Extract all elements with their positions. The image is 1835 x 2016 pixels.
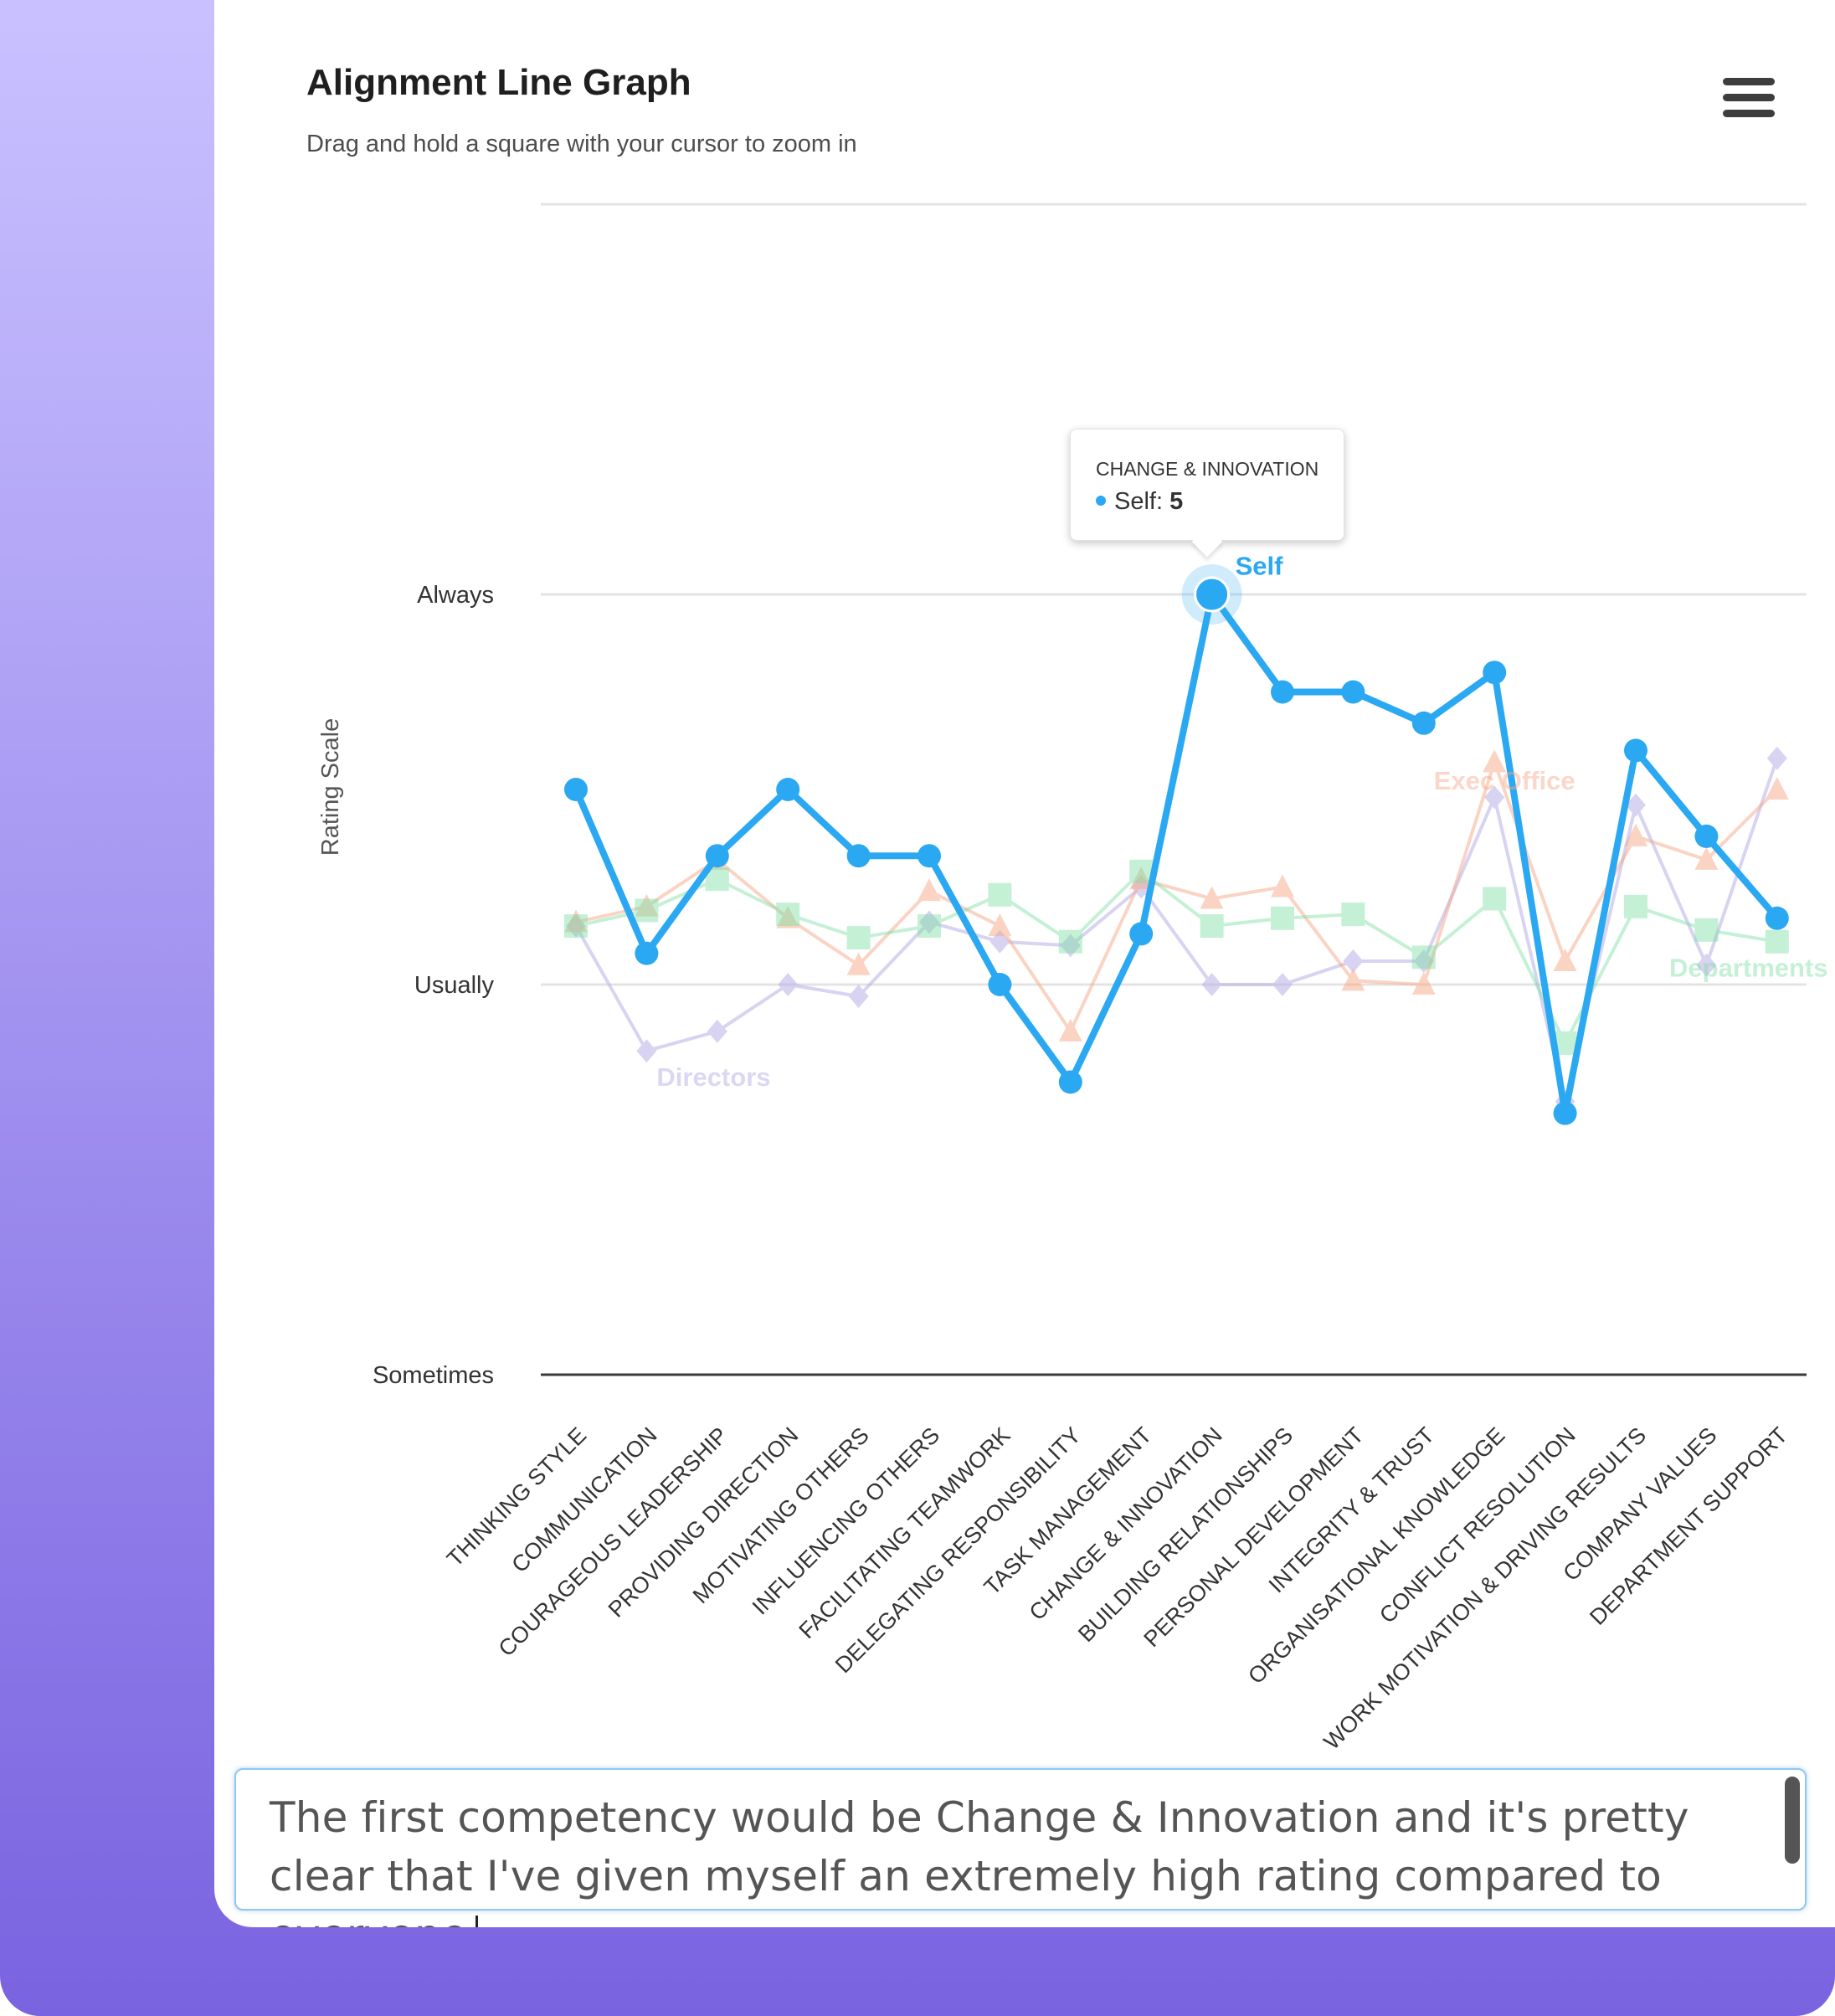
data-point[interactable] — [848, 984, 869, 1008]
data-point[interactable] — [1200, 914, 1224, 939]
data-point[interactable] — [1060, 933, 1081, 958]
series-dot-icon — [1096, 496, 1106, 507]
data-point[interactable] — [776, 778, 800, 801]
data-point[interactable] — [988, 973, 1012, 996]
data-point[interactable] — [1626, 793, 1646, 817]
chart-title: Alignment Line Graph — [306, 62, 691, 103]
data-point[interactable] — [1483, 661, 1507, 685]
data-point[interactable] — [1201, 973, 1222, 996]
highlighted-point[interactable] — [1194, 576, 1231, 613]
y-axis-title: Rating Scale — [317, 718, 344, 856]
data-point[interactable] — [1765, 906, 1789, 930]
data-point[interactable] — [846, 926, 871, 950]
data-point[interactable] — [1058, 929, 1082, 954]
series-line — [574, 758, 1779, 1103]
data-point[interactable] — [846, 952, 871, 975]
data-point[interactable] — [1272, 973, 1293, 996]
series-label: Self — [1236, 552, 1284, 581]
tooltip-category: CHANGE & INNOVATION — [1096, 458, 1319, 480]
data-point[interactable] — [776, 903, 800, 927]
data-point[interactable] — [1696, 953, 1717, 977]
data-point[interactable] — [1765, 777, 1789, 800]
y-tick-label: Usually — [414, 972, 495, 999]
data-point[interactable] — [1553, 949, 1577, 972]
data-point[interactable] — [636, 1039, 657, 1063]
data-tooltip: CHANGE & INNOVATION Self: 5 — [1070, 429, 1344, 558]
data-point[interactable] — [1058, 1070, 1082, 1094]
text-caret — [475, 1915, 478, 1927]
data-point[interactable] — [1624, 894, 1647, 918]
data-point[interactable] — [918, 914, 941, 939]
data-point[interactable] — [1058, 1018, 1082, 1041]
data-point[interactable] — [1129, 859, 1154, 883]
data-point[interactable] — [564, 914, 588, 939]
data-point[interactable] — [635, 893, 659, 917]
tooltip-row: Self: 5 — [1096, 488, 1183, 516]
data-point[interactable] — [564, 778, 588, 801]
data-point[interactable] — [988, 882, 1012, 907]
tooltip-series-label: Self: — [1114, 488, 1164, 515]
data-point[interactable] — [1341, 968, 1365, 991]
data-point[interactable] — [635, 898, 659, 923]
data-point[interactable] — [1765, 929, 1789, 954]
data-point[interactable] — [705, 844, 729, 868]
data-point[interactable] — [988, 913, 1012, 937]
series-line — [573, 591, 1780, 1117]
data-point[interactable] — [918, 878, 941, 902]
data-point[interactable] — [564, 909, 588, 933]
data-point[interactable] — [1483, 887, 1507, 911]
data-point[interactable] — [1341, 903, 1365, 927]
series-label: Departments — [1669, 954, 1828, 983]
data-point[interactable] — [1200, 886, 1224, 909]
data-point[interactable] — [1129, 867, 1154, 890]
x-tick-label: ORGANISATIONAL KNOWLEDGE — [1243, 1422, 1509, 1689]
series-exec-office — [564, 749, 1789, 1041]
data-point[interactable] — [1341, 680, 1365, 704]
data-point[interactable] — [918, 844, 941, 868]
x-tick-label: WORK MOTIVATION & DRIVING RESULTS — [1319, 1422, 1652, 1755]
y-tick-label: Sometimes — [373, 1362, 494, 1389]
chart-subtitle: Drag and hold a square with your cursor … — [306, 131, 857, 157]
data-point[interactable] — [1694, 824, 1719, 848]
data-point[interactable] — [1271, 680, 1294, 704]
data-point[interactable] — [919, 910, 939, 934]
data-point[interactable] — [1411, 972, 1436, 995]
data-point[interactable] — [1766, 746, 1787, 770]
textarea-content: The first competency would be Change & I… — [270, 1793, 1689, 1927]
data-point[interactable] — [1271, 906, 1294, 930]
data-point[interactable] — [1484, 785, 1505, 810]
data-point[interactable] — [1624, 823, 1647, 846]
data-point[interactable] — [776, 905, 800, 928]
data-point[interactable] — [1411, 945, 1436, 969]
data-point[interactable] — [1694, 918, 1719, 942]
narration-textarea[interactable]: The first competency would be Change & I… — [234, 1768, 1807, 1927]
textarea-scrollbar[interactable] — [1785, 1777, 1800, 1864]
data-point[interactable] — [1483, 749, 1507, 773]
data-point[interactable] — [1411, 711, 1436, 735]
series-label: Directors — [656, 1062, 770, 1092]
series-line — [575, 760, 1779, 1033]
data-point[interactable] — [1553, 1101, 1577, 1125]
tooltip-value: 5 — [1169, 488, 1184, 515]
data-point[interactable] — [1694, 846, 1719, 870]
data-point[interactable] — [778, 973, 799, 996]
data-point[interactable] — [1343, 949, 1364, 974]
series-self — [564, 583, 1789, 1125]
data-point[interactable] — [1271, 874, 1294, 897]
hamburger-menu-icon[interactable] — [1721, 75, 1776, 121]
data-point[interactable] — [1129, 922, 1154, 946]
data-point[interactable] — [846, 844, 871, 868]
data-point[interactable] — [707, 1019, 727, 1043]
series-line — [575, 869, 1778, 1045]
y-tick-label: Always — [417, 582, 494, 609]
data-point[interactable] — [1624, 738, 1647, 763]
series-label: Exec Office — [1434, 766, 1575, 795]
series-departments — [564, 859, 1789, 1055]
chart-card: Alignment Line Graph Drag and hold a squ… — [214, 0, 1835, 1927]
data-point[interactable] — [635, 941, 659, 965]
